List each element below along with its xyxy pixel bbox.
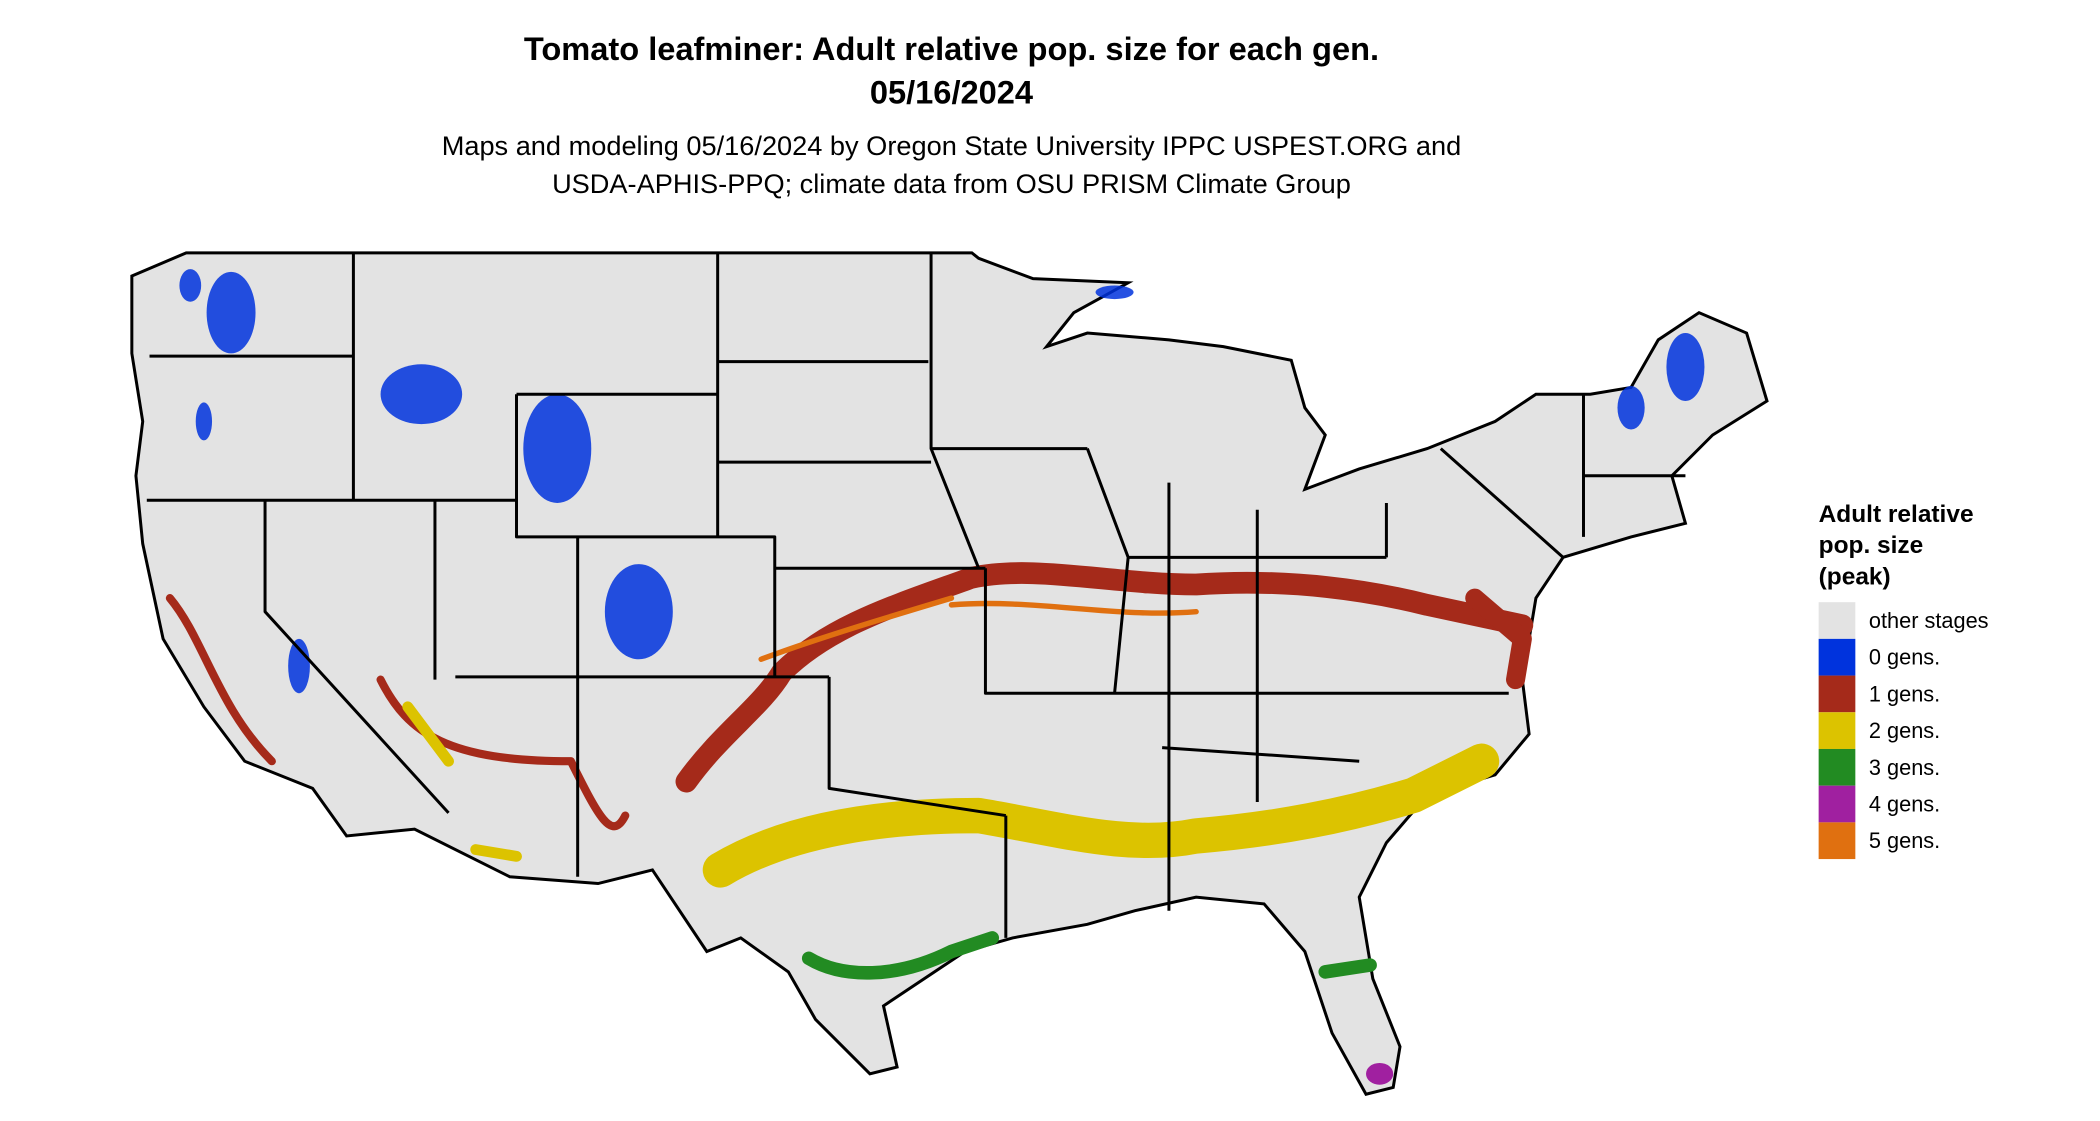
zero-gen-area: [523, 394, 592, 503]
title: 05/16/2024: [870, 73, 1033, 110]
legend-label: 2 gens.: [1869, 718, 1940, 743]
legend-label: 5 gens.: [1869, 828, 1940, 853]
one-gen-area: [675, 562, 1534, 793]
zero-gen-area: [1666, 333, 1705, 402]
legend-swatch: [1818, 675, 1856, 713]
legend-swatch: [1818, 712, 1856, 749]
zero-gen-area: [604, 564, 673, 660]
zero-gen-area: [206, 271, 256, 354]
legend-swatch: [1818, 638, 1856, 676]
legend-label: 0 gens.: [1869, 645, 1940, 670]
state-borders: [146, 252, 1686, 938]
three-gen-area: [801, 931, 1000, 980]
title: Tomato leafminer: Adult relative pop. si…: [524, 30, 1379, 67]
legend-swatch: [1818, 748, 1856, 786]
five-gen-area: [758, 595, 1199, 662]
four-gen-area: [1366, 1062, 1394, 1085]
legend-swatch: [1818, 602, 1856, 639]
legend-label: 3 gens.: [1869, 755, 1940, 780]
two-gen-area: [402, 701, 522, 862]
zero-gen-area: [1617, 386, 1645, 430]
two-gen-area: [702, 743, 1500, 888]
legend-label: 1 gens.: [1869, 681, 1940, 706]
legend-title: (peak): [1819, 564, 1891, 591]
one-gen-area: [165, 594, 630, 831]
three-gen-area: [1318, 958, 1377, 979]
zero-gen-area: [179, 269, 202, 302]
us-map: [130, 251, 1769, 1096]
legend-label: 4 gens.: [1869, 791, 1940, 816]
legend-swatch: [1818, 822, 1856, 860]
one-gen-area: [1465, 588, 1532, 690]
zero-gen-area: [1095, 285, 1134, 300]
generation-areas: [165, 269, 1705, 1085]
zero-gen-area: [288, 638, 310, 694]
subtitle: Maps and modeling 05/16/2024 by Oregon S…: [442, 130, 1461, 161]
legend: Adult relative pop. size (peak) other st…: [1818, 501, 1989, 860]
legend-swatch: [1818, 785, 1856, 823]
legend-title: pop. size: [1819, 532, 1924, 559]
subtitle: USDA-APHIS-PPQ; climate data from OSU PR…: [552, 168, 1351, 199]
legend-title: Adult relative: [1819, 501, 1974, 528]
zero-gen-area: [380, 364, 463, 425]
legend-label: other stages: [1869, 608, 1989, 633]
zero-gen-area: [195, 402, 213, 441]
